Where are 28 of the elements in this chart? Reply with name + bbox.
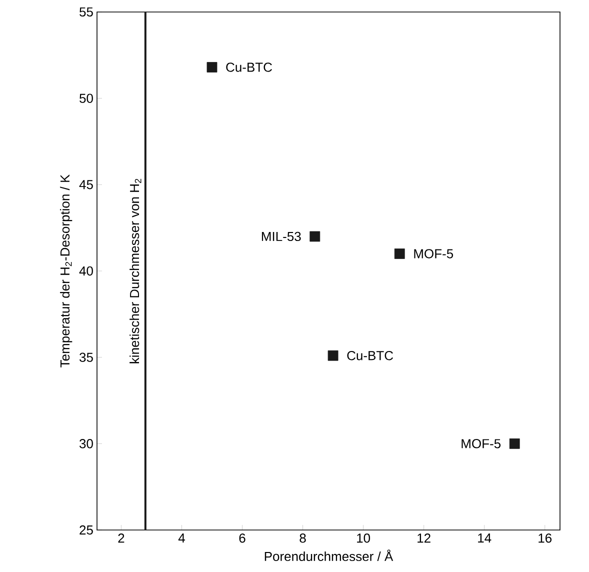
x-tick-label: 12 — [418, 534, 430, 543]
point — [328, 350, 338, 361]
point — [310, 231, 320, 242]
x-tick-label: 10 — [357, 534, 370, 543]
y-tick-label: 45 — [79, 180, 93, 190]
x-tick-label: 16 — [538, 534, 552, 543]
x-tick-label: 6 — [239, 534, 246, 543]
y-tick-label: 35 — [80, 352, 93, 362]
y-tick-label: 30 — [80, 439, 93, 448]
x-tick-label: 14 — [478, 534, 492, 542]
y-tick-label: 40 — [79, 266, 93, 276]
annotation: MIL-53 — [262, 232, 301, 242]
annotation: Cu-BTC — [226, 62, 272, 72]
x-tick-label: 4 — [178, 534, 185, 542]
x-tick-label: 8 — [300, 534, 306, 543]
annotation: MOF-5 — [462, 439, 501, 448]
point — [206, 62, 218, 72]
point — [394, 248, 405, 259]
annotation: Cu-BTC — [347, 350, 394, 360]
point — [509, 438, 520, 449]
x-tick-label: 2 — [118, 534, 124, 543]
x-axis-title: Porendurchmesser / Å — [264, 550, 394, 562]
ref-line-label: kinetischer Durchmesser von H$_{2}$ — [130, 178, 142, 364]
y-tick-label: 50 — [80, 94, 93, 103]
annotation: MOF-5 — [414, 249, 454, 258]
y-axis-title: Temperatur der H$_{2}$-Desorption / K — [60, 174, 72, 368]
y-tick-label: 25 — [80, 525, 93, 535]
y-tick-label: 55 — [80, 7, 93, 17]
